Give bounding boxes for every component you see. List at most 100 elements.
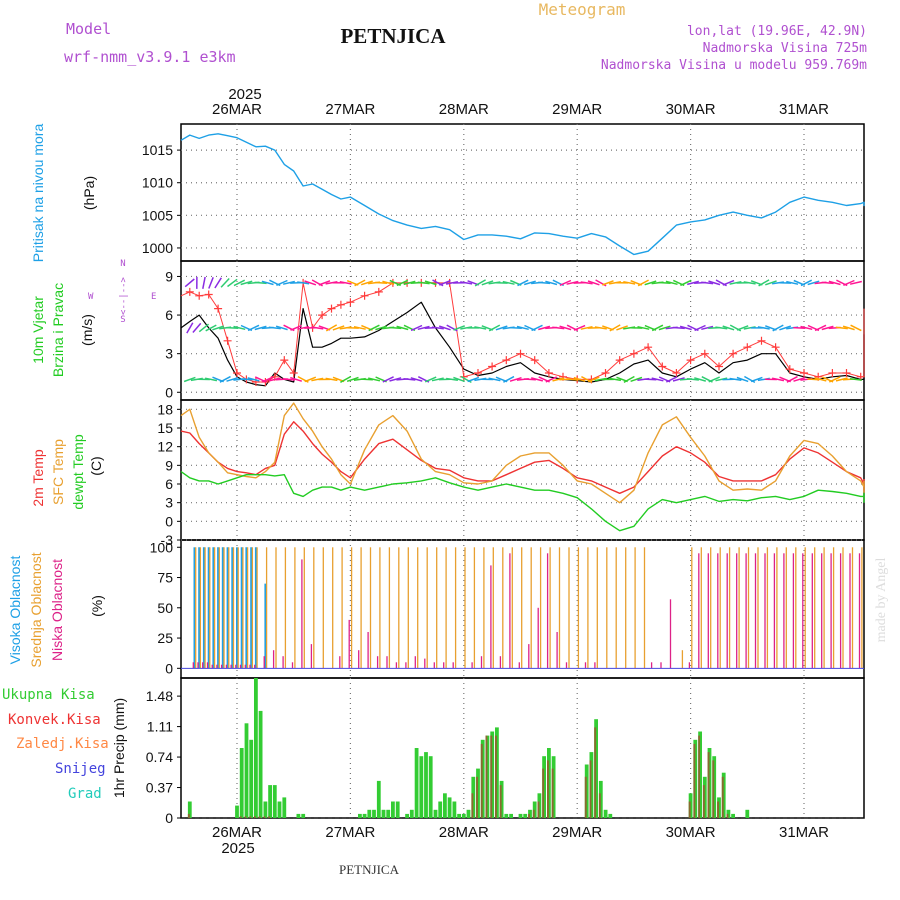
precip-conv-bar [688, 801, 691, 818]
precip-conv-bar [693, 743, 696, 818]
wind-direction-arrow [202, 276, 206, 289]
wind-direction-arrow [835, 326, 848, 330]
wind-direction-arrow [268, 377, 281, 382]
wind-direction-arrow [247, 324, 260, 332]
wind-speed-line [180, 301, 865, 387]
wind-direction-arrow [835, 377, 848, 382]
pressure-tick-label: 1005 [142, 207, 173, 223]
precip-conv-bar [490, 735, 493, 818]
wind-gust-mark [743, 343, 752, 352]
precip-conv-bar [528, 813, 530, 818]
wind-direction-arrow [204, 377, 218, 382]
wind-direction-arrow [828, 376, 841, 383]
wind-gust-mark [601, 369, 610, 377]
bottom-day-labels: 26MAR 27MAR 28MAR 29MAR 30MAR 31MAR [212, 824, 829, 841]
wind-direction-arrow [311, 377, 324, 382]
wind-gust-mark [336, 300, 345, 309]
wind-direction-arrow [219, 375, 231, 383]
wind-direction-arrow [531, 377, 543, 382]
precip-conv-bar [476, 776, 478, 818]
wind-direction-arrow [304, 376, 317, 383]
precip-conv-bar [589, 760, 592, 818]
wind-direction-arrow [297, 325, 310, 330]
temp-sfc-label: SFC Temp [50, 439, 66, 505]
wind-gust-mark [327, 304, 336, 313]
precip-unit: 1hr Precip (mm) [111, 698, 127, 798]
precip-conv-bar [551, 768, 554, 818]
wind-gust-mark [488, 362, 497, 371]
lonlat: lon,lat (19.96E, 42.9N) [687, 24, 867, 39]
wind-direction-arrow [488, 324, 501, 332]
wind-direction-arrow [651, 377, 664, 382]
wind-direction-arrow [467, 376, 480, 383]
wind-direction-arrow [360, 378, 373, 381]
wind-direction-arrow [192, 322, 202, 333]
wind-direction-arrow [353, 325, 366, 330]
precip-conv-bar [542, 768, 545, 818]
wind-direction-arrow [559, 325, 572, 331]
top-day-labels: 26MAR 27MAR 28MAR 29MAR 30MAR 31MAR [212, 101, 829, 118]
wind-direction-arrow [687, 280, 699, 286]
precip-snow-label: Snijeg [55, 761, 106, 777]
wind-direction-arrow [850, 324, 862, 332]
wind-direction-arrow [439, 279, 451, 286]
wind-gust-mark [771, 343, 780, 352]
temp-tick-label: -3 [161, 532, 174, 548]
cloud-tick-label: 0 [165, 660, 173, 676]
wind-direction-arrow [757, 326, 770, 330]
wind-tick-label: 0 [165, 384, 173, 400]
wind-direction-arrow [680, 279, 692, 287]
wind-direction-arrow [715, 377, 728, 382]
precip-hail-label: Grad [68, 786, 102, 802]
wind-gust-mark [615, 356, 624, 365]
grid-lines [181, 124, 864, 819]
day-label-bottom: 26MAR [212, 824, 262, 841]
wind-gust-mark [644, 343, 653, 352]
wind-direction-arrow [311, 326, 324, 330]
precip-total-bar [277, 801, 282, 818]
wind-direction-arrow [240, 378, 253, 381]
wind-direction-arrow [523, 378, 536, 381]
wind-direction-arrow [460, 281, 473, 285]
wind-direction-arrow [375, 325, 388, 331]
compass-west: W [88, 292, 94, 302]
wind-direction-arrow [658, 281, 671, 284]
wind-direction-arrow [849, 377, 862, 381]
wind-direction-arrow [772, 324, 784, 332]
wind-direction-arrow [545, 280, 558, 286]
wind-direction-arrow [276, 279, 288, 286]
precip-total-bar [457, 813, 461, 818]
precip-conv-bar [499, 785, 502, 818]
wind-direction-arrow [587, 376, 600, 383]
wind-gust-mark [785, 365, 794, 374]
wind-gust-mark [346, 298, 355, 307]
wind-direction-arrow [346, 376, 359, 383]
precip-conv-bar [537, 801, 540, 818]
cloud-mid-label: Srednja Oblacnost [28, 552, 44, 667]
wind-direction-arrow [186, 322, 194, 334]
wind-direction-arrow [644, 378, 657, 381]
wind-direction-arrow [672, 326, 685, 330]
temp-tick-label: 0 [165, 513, 173, 529]
day-label-bottom: 27MAR [325, 824, 375, 841]
compass-arrow: <--|--> [119, 276, 129, 315]
wind-gust-mark [530, 356, 539, 365]
precip-total-bar [466, 809, 471, 818]
wind-direction-arrow [205, 324, 217, 332]
precip-conv-bar [485, 735, 488, 818]
compass-north: N [120, 259, 125, 269]
precip-total-bar [603, 809, 608, 818]
station-footer: PETNJICA [339, 862, 400, 877]
wind-direction-arrow [445, 280, 459, 285]
wind-direction-arrow [842, 325, 855, 331]
precip-conv-bar [594, 727, 597, 818]
wind-direction-arrow [665, 280, 678, 286]
wind-direction-arrow [658, 325, 671, 331]
wind-direction-arrow [644, 280, 657, 286]
wind-direction-arrow [417, 281, 430, 285]
wind-direction-arrow [715, 326, 728, 330]
precip-total-bar [381, 809, 386, 818]
wind-direction-arrow [354, 279, 366, 287]
wind-direction-arrow [290, 376, 303, 382]
temp-tick-label: 18 [157, 401, 173, 417]
